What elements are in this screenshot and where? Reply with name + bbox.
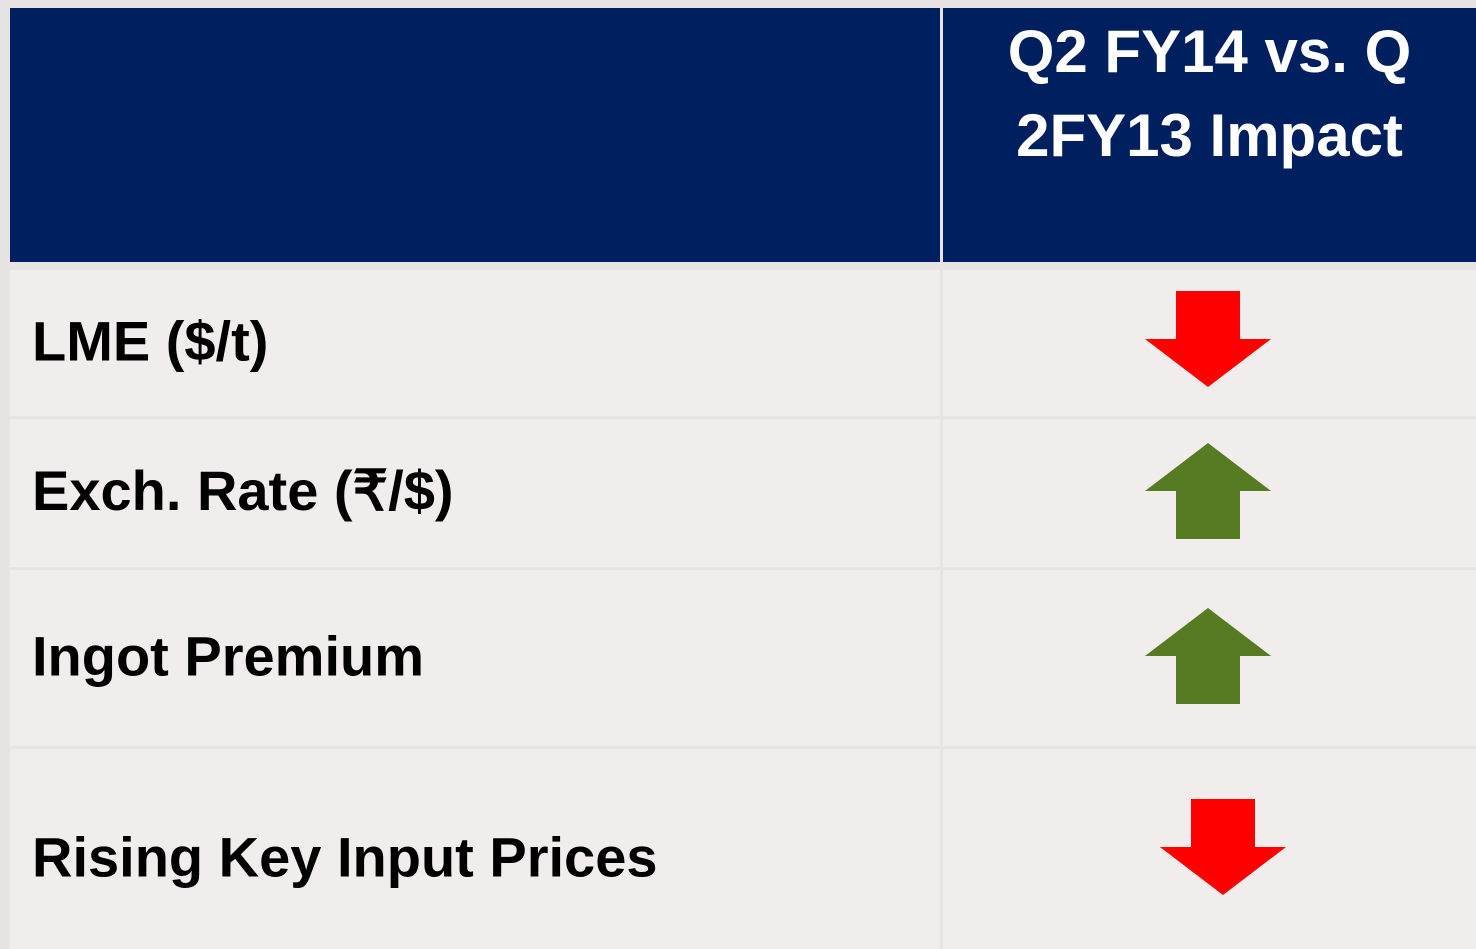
row-label: Exch. Rate (₹/$): [32, 459, 454, 522]
arrow: [1145, 291, 1271, 387]
impact-cell: [943, 570, 1476, 746]
arrow: [1145, 443, 1271, 539]
arrow: [1160, 799, 1286, 895]
impact-cell: [943, 419, 1476, 567]
row-label: Rising Key Input Prices: [32, 825, 658, 889]
row-label: LME ($/t): [32, 309, 269, 373]
arrow-icon: [1145, 291, 1271, 387]
label-cell: LME ($/t): [10, 270, 940, 416]
arrow-icon: [1145, 608, 1271, 704]
header-cell: [10, 8, 940, 262]
header-text: Q2 FY14 vs. Q 2FY13 Impact: [1007, 18, 1412, 169]
arrow-icon: [1160, 799, 1286, 895]
impact-cell: [943, 270, 1476, 416]
impact-cell: [943, 749, 1476, 949]
header-cell: Q2 FY14 vs. Q 2FY13 Impact: [943, 8, 1476, 262]
label-cell: Exch. Rate (₹/$): [10, 419, 940, 567]
table: Q2 FY14 vs. Q 2FY13 Impact LME ($/t) Exch…: [8, 8, 1476, 949]
arrow: [1145, 608, 1271, 704]
arrow-icon: [1145, 443, 1271, 539]
label-cell: Rising Key Input Prices: [10, 749, 940, 949]
label-cell: Ingot Premium: [10, 570, 940, 746]
row-label: Ingot Premium: [32, 624, 425, 688]
